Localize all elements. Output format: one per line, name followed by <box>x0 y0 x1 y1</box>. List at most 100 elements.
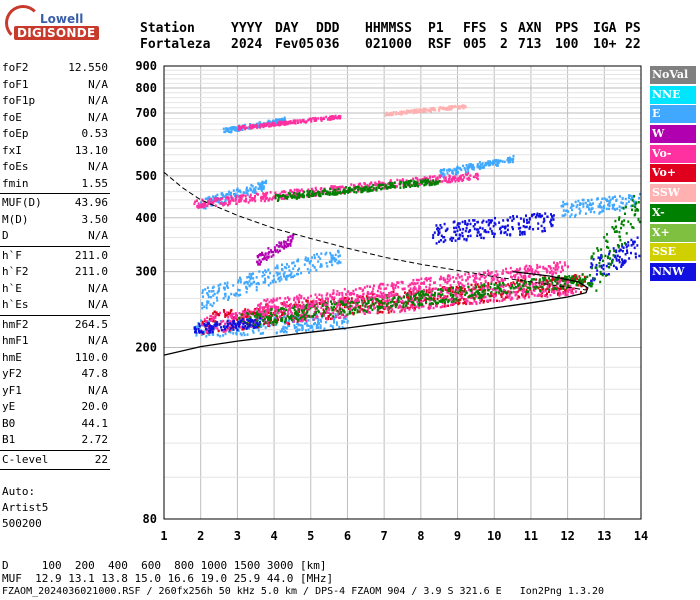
echo-point <box>201 320 204 324</box>
echo-point <box>325 293 328 297</box>
echo-point <box>418 110 420 113</box>
echo-point <box>230 127 233 130</box>
echo-point <box>201 289 204 292</box>
echo-point <box>211 286 214 290</box>
echo-point <box>204 319 206 323</box>
echo-point <box>359 187 362 190</box>
echo-point <box>286 195 289 198</box>
echo-point <box>272 253 275 257</box>
echo-point <box>268 300 271 304</box>
echo-point <box>421 296 424 299</box>
echo-point <box>318 193 321 196</box>
echo-point <box>548 288 551 291</box>
echo-point <box>323 310 326 313</box>
echo-point <box>335 323 338 326</box>
echo-point <box>397 112 400 115</box>
param-name: D <box>2 229 9 242</box>
echo-point <box>263 322 266 325</box>
echo-point <box>229 314 232 317</box>
echo-point <box>453 167 456 171</box>
echo-point <box>258 121 261 124</box>
echo-point <box>440 294 442 297</box>
echo-point <box>412 111 415 115</box>
echo-point <box>279 275 282 279</box>
echo-point <box>295 295 298 298</box>
echo-point <box>412 292 415 296</box>
echo-point <box>248 327 251 330</box>
param-name: foEp <box>2 127 29 140</box>
echo-point <box>260 123 262 126</box>
x-tick-label: 2 <box>197 529 204 543</box>
echo-point <box>442 240 445 244</box>
echo-point <box>263 273 266 277</box>
echo-point <box>224 130 227 134</box>
echo-point <box>523 297 526 300</box>
echo-point <box>440 277 443 281</box>
echo-point <box>625 232 628 235</box>
echo-point <box>601 273 604 277</box>
echo-point <box>444 304 447 308</box>
echo-point <box>311 305 314 308</box>
echo-point <box>400 301 403 304</box>
echo-point <box>222 201 225 205</box>
echo-point <box>262 324 265 327</box>
echo-point <box>479 285 482 289</box>
param-row: hmF1 N/A <box>0 333 110 350</box>
echo-point <box>272 119 275 123</box>
echo-point <box>308 117 311 121</box>
echo-point <box>467 178 470 181</box>
echo-point <box>234 128 237 131</box>
echo-point <box>542 277 545 280</box>
echo-point <box>523 230 526 234</box>
echo-point <box>476 163 479 166</box>
y-tick-label: 800 <box>135 81 157 95</box>
echo-point <box>303 190 306 194</box>
echo-point <box>492 224 495 228</box>
echo-point <box>476 165 479 168</box>
echo-point <box>241 128 244 131</box>
echo-point <box>291 194 294 197</box>
echo-point <box>285 327 288 330</box>
echo-point <box>265 303 268 306</box>
echo-point <box>295 313 298 317</box>
echo-point <box>533 213 536 216</box>
echo-point <box>460 275 463 278</box>
echo-point <box>273 122 276 125</box>
echo-point <box>231 315 233 319</box>
echo-point <box>257 182 260 185</box>
echo-point <box>371 298 374 302</box>
param-row: foF1p N/A <box>0 93 110 110</box>
echo-point <box>422 305 425 308</box>
echo-point <box>479 163 482 167</box>
echo-point <box>429 306 432 310</box>
echo-point <box>315 313 318 316</box>
echo-point <box>536 212 539 215</box>
echo-point <box>237 320 240 324</box>
echo-point <box>354 306 357 310</box>
echo-point <box>466 173 469 176</box>
echo-point <box>490 271 493 274</box>
echo-point <box>334 190 337 193</box>
echo-point <box>534 269 537 272</box>
echo-point <box>412 282 415 286</box>
auto-scaling-info: Auto: Artist5 500200 <box>2 484 48 532</box>
echo-point <box>250 127 253 130</box>
y-tick-label: 400 <box>135 211 157 225</box>
echo-point <box>503 160 506 164</box>
echo-point <box>352 301 355 305</box>
echo-point <box>558 281 561 284</box>
echo-point <box>327 311 330 314</box>
echo-point <box>391 182 394 185</box>
echo-point <box>250 275 253 278</box>
echo-point <box>249 316 252 319</box>
echo-point <box>520 280 523 283</box>
header-label-4: HHMMSS <box>365 21 412 36</box>
echo-point <box>416 300 419 304</box>
echo-point <box>194 330 196 334</box>
echo-point <box>427 108 430 112</box>
echo-point <box>438 106 441 110</box>
echo-point <box>222 193 225 197</box>
echo-point <box>403 295 405 299</box>
echo-point <box>529 288 532 292</box>
echo-point <box>210 290 213 293</box>
